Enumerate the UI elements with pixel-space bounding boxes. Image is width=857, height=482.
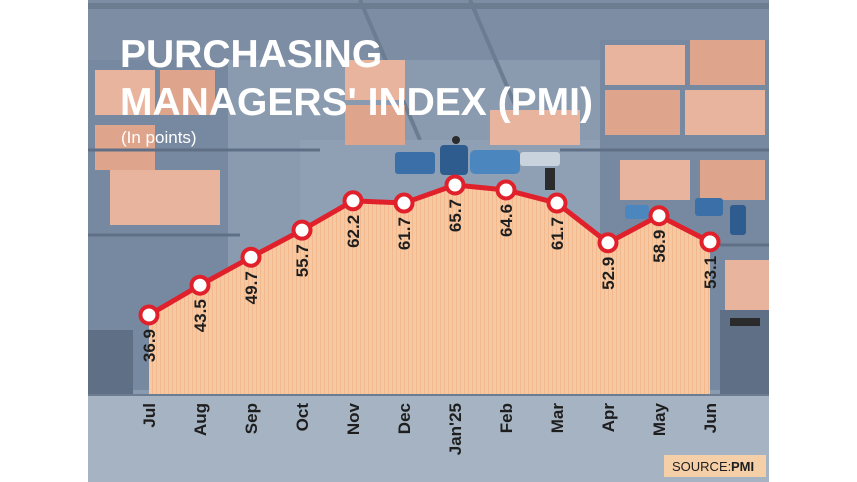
x-tick-label-9: Mar bbox=[548, 403, 567, 434]
x-tick-label-4: Oct bbox=[293, 403, 312, 432]
x-tick-label-3: Sep bbox=[242, 403, 261, 434]
data-point-8 bbox=[495, 179, 517, 201]
data-label-12: 53.1 bbox=[701, 256, 720, 289]
data-point-6 bbox=[393, 192, 415, 214]
source-box: SOURCE: PMI bbox=[664, 455, 766, 477]
data-point-3 bbox=[240, 246, 262, 268]
data-label-4: 55.7 bbox=[293, 244, 312, 277]
data-label-3: 49.7 bbox=[242, 271, 261, 304]
data-label-5: 62.2 bbox=[344, 215, 363, 248]
data-point-5 bbox=[342, 190, 364, 212]
chart-subtitle: (In points) bbox=[121, 128, 197, 147]
data-point-4 bbox=[291, 219, 313, 241]
chart-title-line2: MANAGERS' INDEX (PMI) bbox=[120, 81, 593, 124]
data-label-6: 61.7 bbox=[395, 217, 414, 250]
x-tick-label-10: Apr bbox=[599, 403, 618, 433]
data-label-11: 58.9 bbox=[650, 230, 669, 263]
source-box-background bbox=[664, 455, 766, 477]
x-tick-label-7: Jan'25 bbox=[446, 403, 465, 455]
small-robot-illustration bbox=[625, 198, 746, 235]
data-label-2: 43.5 bbox=[191, 299, 210, 332]
chart-header: PURCHASING MANAGERS' INDEX (PMI) (In poi… bbox=[120, 33, 593, 147]
data-point-11 bbox=[648, 205, 670, 227]
data-point-10 bbox=[597, 232, 619, 254]
data-label-10: 52.9 bbox=[599, 257, 618, 290]
robot-arm-illustration bbox=[395, 136, 560, 190]
data-point-9 bbox=[546, 192, 568, 214]
data-point-7 bbox=[444, 174, 466, 196]
x-tick-label-12: Jun bbox=[701, 403, 720, 433]
x-tick-label-11: May bbox=[650, 402, 669, 436]
data-point-12 bbox=[699, 231, 721, 253]
data-label-7: 65.7 bbox=[446, 199, 465, 232]
data-label-1: 36.9 bbox=[140, 329, 159, 362]
x-tick-label-2: Aug bbox=[191, 403, 210, 436]
chart-title-line1: PURCHASING bbox=[120, 33, 382, 76]
source-value: PMI bbox=[731, 459, 754, 474]
data-label-9: 61.7 bbox=[548, 217, 567, 250]
x-tick-label-8: Feb bbox=[497, 403, 516, 433]
x-tick-label-6: Dec bbox=[395, 403, 414, 434]
x-tick-label-5: Nov bbox=[344, 402, 363, 435]
data-point-1 bbox=[138, 304, 160, 326]
x-tick-label-1: Jul bbox=[140, 403, 159, 428]
data-point-2 bbox=[189, 274, 211, 296]
data-label-8: 64.6 bbox=[497, 204, 516, 237]
source-label: SOURCE: bbox=[672, 459, 731, 474]
plot-area: 36.9 Jul 43.5 Aug 49.7 Sep 55.7 Oct 62.2 Nov 61.7 D… bbox=[88, 174, 769, 455]
